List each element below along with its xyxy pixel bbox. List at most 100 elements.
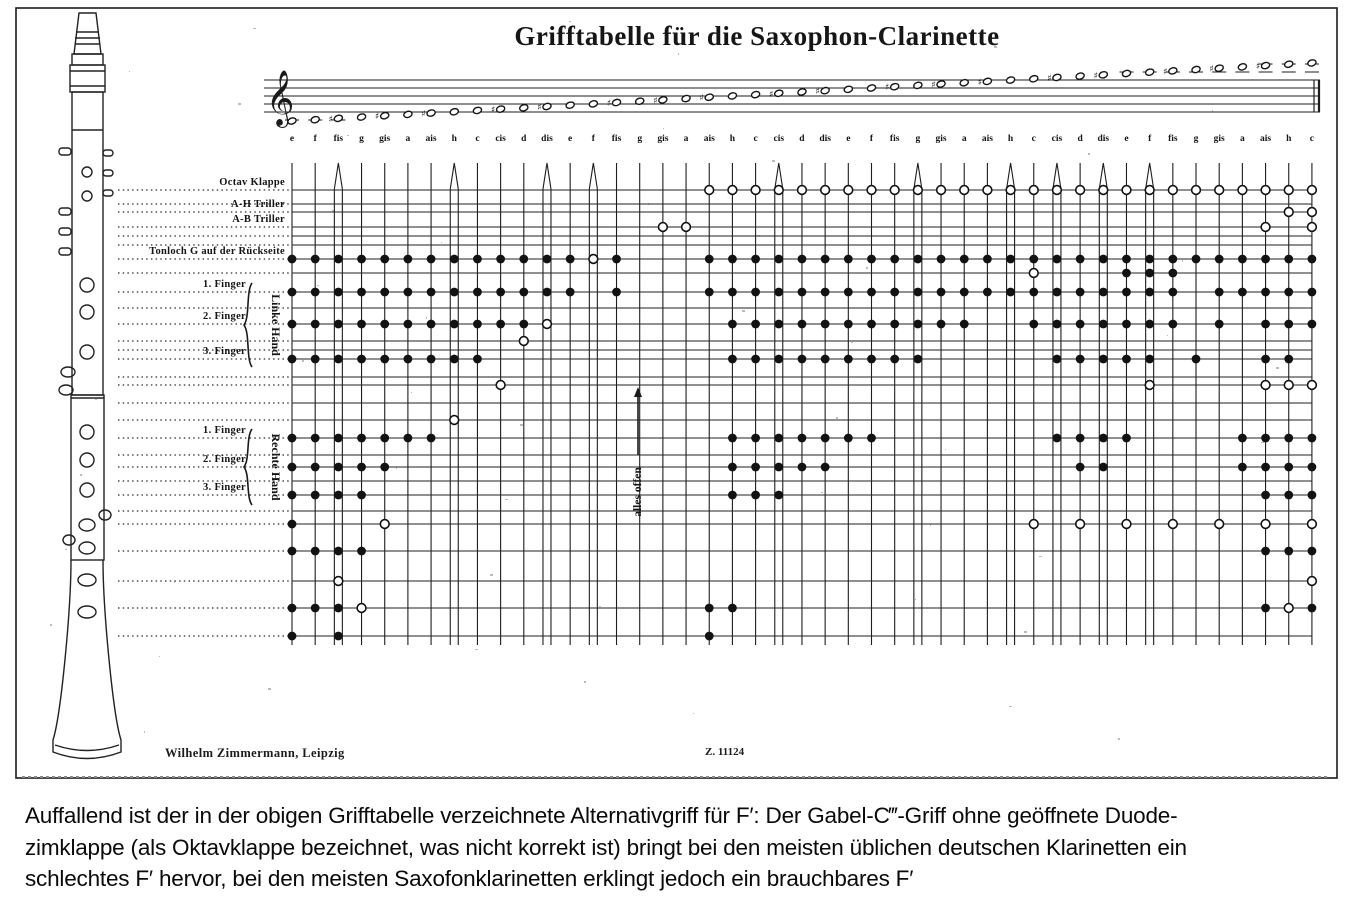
fingering-dot-filled	[1237, 254, 1247, 264]
tent-marker	[588, 162, 598, 190]
fingering-dot-open	[449, 414, 460, 426]
fingering-dot-filled	[380, 354, 390, 364]
fingering-dot-open	[1306, 379, 1318, 391]
note-name-label: a	[684, 134, 689, 144]
fingering-dot-filled	[1284, 319, 1294, 329]
fingering-dot-open	[1028, 518, 1039, 530]
fingering-dot-open	[1283, 379, 1294, 391]
alles-offen-label: alles offen	[632, 467, 644, 517]
fingering-dot-open	[1237, 184, 1248, 196]
note-name-label: h	[452, 134, 458, 144]
note-name-label: c	[753, 134, 757, 144]
fingering-dot-filled	[936, 254, 946, 264]
fingering-dot-filled	[310, 354, 320, 364]
fingering-dot-filled	[333, 462, 343, 472]
speckle	[95, 399, 97, 400]
note-head	[820, 86, 830, 95]
fingering-dot-filled	[473, 354, 482, 364]
speckle	[65, 549, 67, 550]
fingering-dot-open	[356, 602, 367, 614]
note-name-label: e	[568, 134, 572, 144]
fingering-dot-filled	[542, 254, 552, 264]
fingering-dot-open	[704, 184, 715, 196]
fingering-dot-filled	[333, 490, 343, 500]
fingering-dot-filled	[403, 319, 413, 329]
speckle	[332, 210, 334, 212]
fingering-dot-filled	[519, 254, 529, 264]
fingering-dot-filled	[751, 433, 760, 443]
fingering-dot-filled	[1029, 319, 1039, 329]
sharp-sign: ♯	[978, 78, 982, 88]
note-name-label: fis	[334, 134, 344, 144]
note-name-label: c	[475, 134, 479, 144]
fingering-dot-filled	[1122, 287, 1131, 297]
fingering-dot-filled	[357, 433, 366, 443]
note-head	[1214, 64, 1225, 73]
note-name-label: h	[1286, 134, 1292, 144]
fingering-dot-filled	[1307, 546, 1317, 556]
note-head	[889, 82, 900, 91]
fingering-dot-filled	[1261, 490, 1270, 500]
fingering-dot-filled	[751, 319, 760, 329]
note-head	[1028, 74, 1039, 83]
fingering-dot-open	[1260, 379, 1271, 391]
speckle	[851, 342, 853, 343]
note-head	[982, 77, 993, 86]
fingering-dot-filled	[1214, 319, 1224, 329]
speckle	[238, 103, 241, 105]
fingering-dot-filled	[1237, 287, 1247, 297]
note-name-label: gis	[657, 134, 668, 144]
fingering-dot-filled	[843, 287, 853, 297]
fingering-dot-open	[1028, 184, 1039, 196]
fingering-dot-filled	[1052, 319, 1062, 329]
fingering-dot-filled	[1307, 287, 1317, 297]
fingering-dot-filled	[426, 354, 436, 364]
fingering-dot-filled	[1122, 254, 1131, 264]
note-head	[1005, 76, 1016, 84]
fingering-dot-filled	[728, 319, 737, 329]
fingering-dot-filled	[310, 319, 320, 329]
fingering-dot-open	[912, 184, 924, 196]
fingering-dot-filled	[704, 287, 714, 297]
clarinet-illustration	[52, 12, 122, 760]
fingering-dot-open	[1074, 518, 1086, 530]
fingering-dot-open	[1167, 184, 1179, 196]
fingering-dot-filled	[287, 490, 297, 500]
fingering-dot-filled	[867, 254, 876, 264]
fingering-dot-filled	[1284, 354, 1294, 364]
note-head	[658, 96, 668, 104]
fingering-dot-filled	[310, 287, 320, 297]
fingering-dot-filled	[913, 354, 923, 364]
speckle	[693, 713, 694, 714]
fingering-dot-filled	[1284, 287, 1294, 297]
fingering-dot-filled	[843, 319, 853, 329]
fingering-dot-filled	[890, 287, 900, 297]
fingering-dot-filled	[913, 319, 923, 329]
fingering-dot-filled	[774, 354, 784, 364]
fingering-dot-filled	[1168, 319, 1178, 329]
row-label: 2. Finger	[203, 311, 246, 322]
fingering-dot-filled	[496, 254, 506, 264]
fingering-dot-open	[1306, 184, 1318, 196]
fingering-dot-filled	[449, 254, 459, 264]
speckle	[1024, 631, 1027, 633]
fingering-dot-filled	[403, 254, 413, 264]
fingering-dot-filled	[867, 433, 876, 443]
fingering-dot-filled	[820, 287, 830, 297]
note-head	[1283, 60, 1294, 69]
note-name-label: e	[1124, 134, 1128, 144]
fingering-dot-filled	[473, 254, 482, 264]
fingering-dot-filled	[1145, 354, 1155, 364]
speckle	[411, 392, 412, 393]
note-name-label: a	[406, 134, 411, 144]
note-name-label: e	[290, 134, 294, 144]
fingering-dot-filled	[426, 254, 436, 264]
sharp-sign: ♯	[653, 96, 657, 106]
fingering-dot-filled	[380, 287, 390, 297]
fingering-dot-open	[541, 318, 553, 330]
fingering-dot-filled	[1214, 254, 1224, 264]
fingering-dot-filled	[1261, 319, 1270, 329]
speckle	[174, 581, 175, 583]
fingering-dot-filled	[380, 433, 390, 443]
note-head	[356, 113, 367, 121]
